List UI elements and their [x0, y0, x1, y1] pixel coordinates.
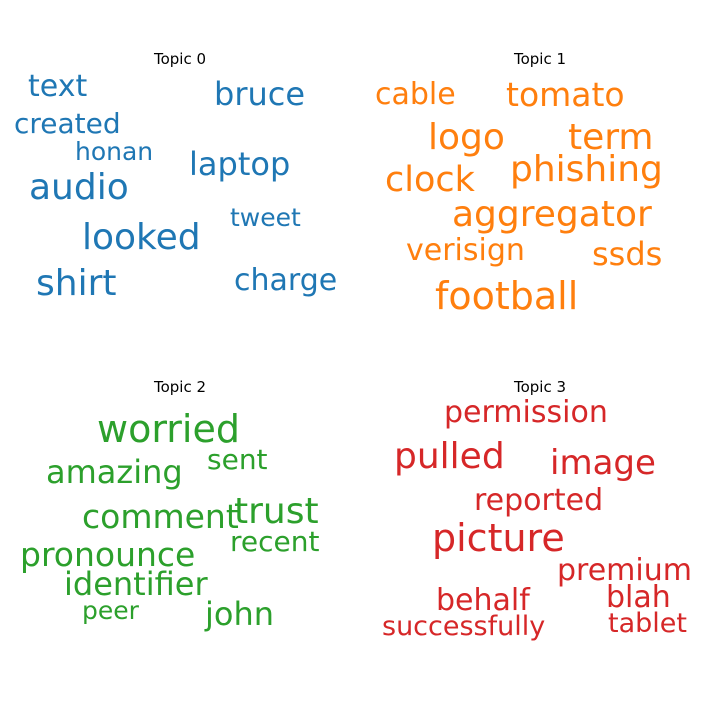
cloud-word: shirt	[36, 263, 117, 304]
cloud-word: logo	[428, 117, 505, 158]
cloud-word: reported	[474, 483, 604, 518]
cloud-word: john	[205, 595, 275, 633]
topic-panel-1: Topic 1 cable tomato logo term clock phishing a…	[360, 0, 720, 360]
cloud-word: pulled	[394, 436, 505, 477]
cloud-word: tablet	[608, 608, 687, 639]
cloud-word: tomato	[506, 75, 625, 114]
cloud-word: comment	[82, 497, 239, 536]
topic-panel-0: Topic 0 text bruce created honan audio laptop t…	[0, 0, 360, 360]
cloud-word: honan	[75, 137, 154, 166]
cloud-word: tweet	[230, 203, 301, 232]
cloud-word: text	[28, 69, 88, 104]
cloud-word: identifier	[64, 565, 208, 603]
cloud-word: behalf	[436, 583, 530, 618]
cloud-word: peer	[82, 596, 139, 625]
cloud-word: pronounce	[20, 535, 196, 574]
cloud-word: picture	[432, 516, 565, 560]
panel-title: Topic 3	[513, 378, 567, 396]
cloud-word: sent	[207, 443, 268, 476]
cloud-word: looked	[82, 217, 201, 258]
cloud-word: permission	[444, 395, 608, 430]
cloud-word: cable	[375, 77, 456, 112]
cloud-word: amazing	[46, 453, 183, 491]
panel-title: Topic 0	[153, 50, 207, 68]
cloud-word: clock	[385, 160, 475, 200]
cloud-word: recent	[230, 525, 320, 558]
cloud-word: ssds	[592, 235, 663, 273]
cloud-word: laptop	[189, 145, 291, 183]
cloud-word: successfully	[382, 611, 546, 642]
cloud-word: trust	[234, 491, 319, 532]
cloud-word: term	[568, 117, 654, 158]
cloud-word: verisign	[406, 233, 525, 268]
cloud-word: premium	[557, 553, 692, 588]
cloud-word: aggregator	[452, 194, 652, 235]
cloud-word: charge	[234, 263, 338, 298]
cloud-word: audio	[29, 167, 129, 208]
topic-panel-3: Topic 3 permission pulled image reported pict…	[360, 328, 720, 688]
cloud-word: image	[550, 443, 656, 483]
panel-title: Topic 2	[153, 378, 207, 396]
cloud-word: football	[435, 274, 579, 318]
topic-panel-2: Topic 2 worried amazing sent comment trust pro…	[0, 328, 360, 688]
cloud-word: blah	[606, 580, 671, 615]
cloud-word: created	[14, 107, 121, 140]
cloud-word: phishing	[510, 149, 663, 190]
cloud-word: worried	[97, 407, 240, 451]
cloud-word: bruce	[214, 75, 306, 113]
panel-title: Topic 1	[513, 50, 567, 68]
